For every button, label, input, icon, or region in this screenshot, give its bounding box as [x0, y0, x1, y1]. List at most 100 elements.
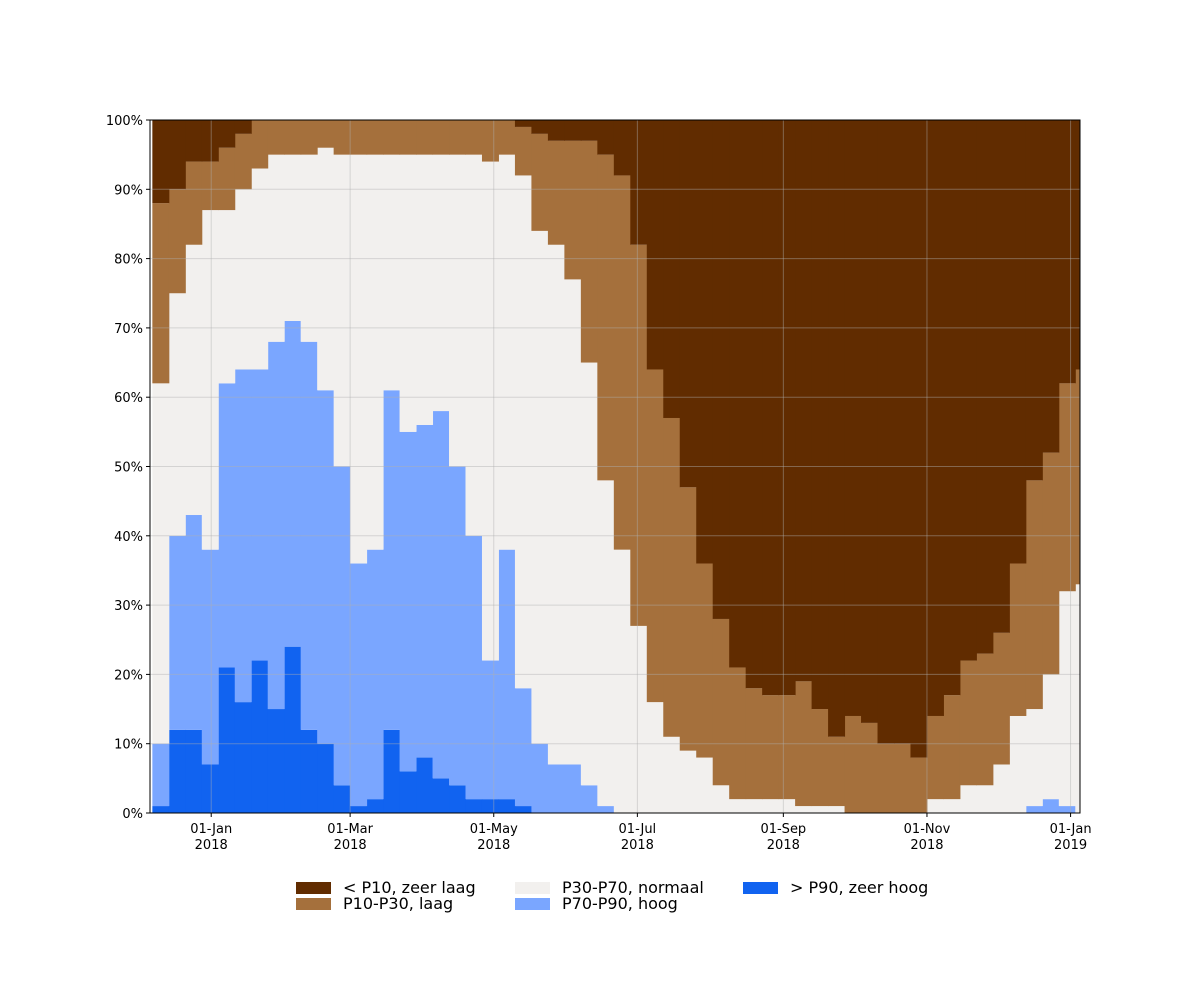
area-segment [251, 168, 269, 370]
area-segment [547, 764, 565, 813]
area-segment [218, 120, 236, 148]
area-segment [646, 369, 664, 703]
area-segment [284, 120, 302, 155]
area-segment [844, 120, 862, 716]
y-tick-label: 0% [122, 807, 143, 822]
area-segment [201, 120, 219, 162]
area-segment [152, 120, 170, 204]
area-segment [926, 799, 944, 813]
area-segment [1009, 563, 1027, 716]
area-segment [514, 126, 532, 176]
area-segment [449, 466, 466, 786]
x-tick-label-line: 2019 [1054, 838, 1087, 853]
area-segment [481, 799, 499, 813]
legend-label: P70-P90, hoog [562, 894, 678, 913]
area-segment [449, 785, 466, 813]
area-segment [580, 362, 598, 786]
y-tick-label: 80% [114, 253, 143, 268]
area-segment [267, 154, 285, 342]
area-segment [580, 120, 598, 141]
area-segment [1058, 591, 1076, 807]
area-segment [251, 120, 269, 169]
area-segment [1025, 480, 1043, 710]
area-segment [926, 120, 944, 716]
area-segment [432, 120, 450, 155]
area-segment [531, 133, 549, 231]
area-segment [168, 120, 186, 190]
area-segment [383, 390, 401, 730]
area-segment [547, 244, 565, 765]
area-segment [366, 549, 384, 800]
area-segment [218, 667, 236, 813]
area-segment [564, 120, 582, 141]
area-segment [234, 369, 252, 703]
area-segment [185, 120, 203, 162]
area-segment [531, 230, 549, 744]
y-tick-label: 50% [114, 461, 143, 476]
y-tick-label: 60% [114, 391, 143, 406]
area-segment [712, 120, 730, 619]
area-segment [762, 120, 780, 696]
area-segment [745, 120, 763, 689]
area-segment [300, 341, 318, 730]
area-segment [795, 681, 813, 807]
area-segment [564, 764, 582, 813]
area-segment [201, 549, 219, 765]
area-segment [514, 120, 532, 127]
area-segment [267, 341, 285, 710]
area-segment [432, 411, 450, 779]
area-segment [959, 660, 977, 786]
x-tick-label: 01-Jan 2019 [1050, 822, 1092, 853]
area-segment [201, 764, 219, 813]
area-segment [1058, 383, 1076, 592]
area-segment [696, 563, 714, 758]
area-segment [267, 709, 285, 813]
area-segment [185, 515, 203, 730]
area-segment [399, 431, 417, 772]
area-segment [498, 549, 516, 800]
area-segment [877, 743, 895, 813]
area-segment [844, 715, 862, 813]
area-segment [679, 750, 697, 813]
area-segment [696, 757, 714, 813]
x-tick-label: 01-May 2018 [470, 822, 518, 853]
legend-label: < P10, zeer laag [343, 878, 476, 897]
area-segment [300, 154, 318, 342]
area-segment [234, 702, 252, 813]
area-segment [1042, 674, 1060, 800]
area-segment [894, 120, 911, 744]
area-segment [646, 702, 664, 813]
area-segment [152, 383, 170, 744]
y-tick-label: 100% [106, 114, 143, 129]
area-segment [267, 120, 285, 155]
area-segment [597, 120, 615, 155]
area-segment [333, 120, 351, 155]
area-segment [926, 715, 944, 800]
area-segment [992, 120, 1010, 633]
area-segment [350, 120, 368, 155]
area-segment [234, 189, 252, 370]
x-tick-label: 01-Nov 2018 [904, 822, 951, 853]
area-segment [432, 778, 450, 813]
legend-swatch [743, 882, 778, 894]
x-tick-label-line: 01-Sep [760, 822, 806, 837]
area-segment [366, 799, 384, 813]
area-segment [1075, 120, 1081, 370]
area-segment [251, 660, 269, 813]
x-tick-label: 01-Jul 2018 [619, 822, 657, 853]
area-segment [481, 161, 499, 661]
area-segment [663, 120, 681, 418]
area-segment [910, 757, 928, 813]
area-segment [811, 806, 829, 813]
area-segment [613, 120, 631, 176]
area-segment [432, 154, 450, 412]
area-segment [1042, 120, 1060, 453]
area-segment [531, 743, 549, 813]
area-segment [514, 806, 532, 813]
area-segment [762, 799, 780, 813]
area-segment [168, 293, 186, 536]
area-segment [317, 147, 335, 391]
area-segment [399, 771, 417, 813]
area-segment [333, 154, 351, 467]
